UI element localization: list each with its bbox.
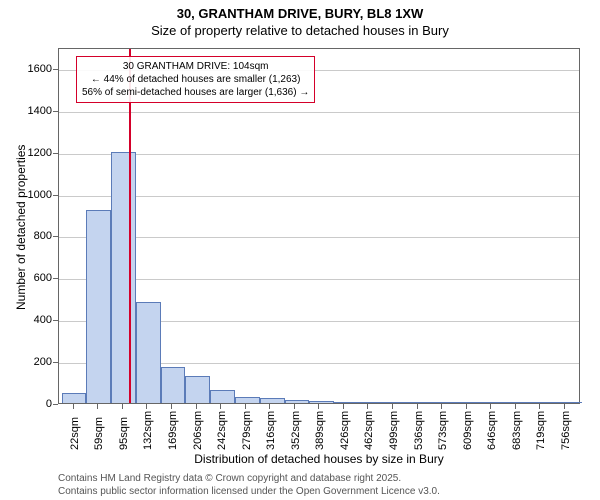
x-tick-mark: [196, 404, 197, 409]
y-tick-label: 200: [18, 356, 52, 368]
chart-title-line1: 30, GRANTHAM DRIVE, BURY, BL8 1XW: [0, 6, 600, 21]
y-tick-mark: [53, 153, 58, 154]
grid-line: [59, 279, 579, 280]
histogram-bar: [235, 397, 260, 403]
x-tick-mark: [318, 404, 319, 409]
chart-title-line2: Size of property relative to detached ho…: [0, 23, 600, 38]
histogram-bar: [62, 393, 87, 403]
y-tick-mark: [53, 362, 58, 363]
x-tick-mark: [515, 404, 516, 409]
x-tick-mark: [367, 404, 368, 409]
y-tick-label: 400: [18, 314, 52, 326]
annotation-line2: ← 44% of detached houses are smaller (1,…: [82, 73, 309, 86]
x-tick-label: 573sqm: [437, 411, 449, 450]
annotation-line3: 56% of semi-detached houses are larger (…: [82, 86, 309, 99]
x-tick-label: 22sqm: [69, 417, 81, 450]
x-tick-mark: [466, 404, 467, 409]
histogram-bar: [260, 398, 285, 403]
x-tick-mark: [564, 404, 565, 409]
y-tick-label: 1000: [18, 189, 52, 201]
y-tick-mark: [53, 278, 58, 279]
footer-attribution: Contains HM Land Registry data © Crown c…: [58, 472, 440, 498]
annotation-box: 30 GRANTHAM DRIVE: 104sqm← 44% of detach…: [76, 56, 315, 103]
x-tick-label: 719sqm: [535, 411, 547, 450]
histogram-bar: [136, 302, 161, 403]
histogram-bar: [408, 402, 433, 403]
x-tick-label: 646sqm: [486, 411, 498, 450]
histogram-bar: [433, 402, 458, 403]
y-tick-mark: [53, 195, 58, 196]
histogram-bar: [483, 402, 508, 403]
histogram-bar: [557, 402, 582, 403]
footer-line1: Contains HM Land Registry data © Crown c…: [58, 472, 440, 485]
x-tick-label: 352sqm: [290, 411, 302, 450]
histogram-bar: [111, 152, 136, 403]
x-tick-label: 536sqm: [413, 411, 425, 450]
histogram-bar: [86, 210, 111, 403]
y-tick-label: 800: [18, 230, 52, 242]
x-tick-mark: [269, 404, 270, 409]
x-tick-label: 95sqm: [118, 417, 130, 450]
x-tick-mark: [146, 404, 147, 409]
x-tick-label: 206sqm: [192, 411, 204, 450]
x-tick-label: 242sqm: [216, 411, 228, 450]
histogram-bar: [458, 402, 483, 403]
x-tick-mark: [245, 404, 246, 409]
histogram-bar: [359, 402, 384, 403]
x-tick-label: 132sqm: [142, 411, 154, 450]
x-tick-label: 279sqm: [241, 411, 253, 450]
histogram-bar: [161, 367, 186, 403]
x-tick-mark: [539, 404, 540, 409]
y-tick-label: 1600: [18, 63, 52, 75]
histogram-bar: [532, 402, 557, 403]
y-tick-mark: [53, 404, 58, 405]
x-tick-label: 316sqm: [265, 411, 277, 450]
y-tick-label: 600: [18, 272, 52, 284]
x-tick-mark: [122, 404, 123, 409]
x-tick-mark: [220, 404, 221, 409]
x-tick-mark: [97, 404, 98, 409]
x-tick-label: 462sqm: [363, 411, 375, 450]
grid-line: [59, 196, 579, 197]
chart-title-block: 30, GRANTHAM DRIVE, BURY, BL8 1XW Size o…: [0, 6, 600, 38]
x-tick-label: 499sqm: [388, 411, 400, 450]
x-tick-label: 609sqm: [462, 411, 474, 450]
y-tick-mark: [53, 69, 58, 70]
x-tick-mark: [441, 404, 442, 409]
x-tick-label: 59sqm: [93, 417, 105, 450]
x-tick-mark: [392, 404, 393, 409]
y-tick-label: 1400: [18, 105, 52, 117]
footer-line2: Contains public sector information licen…: [58, 485, 440, 498]
x-tick-label: 756sqm: [560, 411, 572, 450]
x-tick-mark: [343, 404, 344, 409]
x-tick-mark: [490, 404, 491, 409]
x-tick-mark: [171, 404, 172, 409]
x-tick-label: 389sqm: [314, 411, 326, 450]
histogram-bar: [309, 401, 334, 403]
histogram-bar: [185, 376, 210, 403]
grid-line: [59, 112, 579, 113]
histogram-bar: [210, 390, 235, 403]
y-tick-mark: [53, 320, 58, 321]
histogram-bar: [384, 402, 409, 403]
histogram-bar: [285, 400, 310, 403]
x-tick-mark: [294, 404, 295, 409]
histogram-bar: [507, 402, 532, 403]
grid-line: [59, 154, 579, 155]
grid-line: [59, 237, 579, 238]
annotation-line1: 30 GRANTHAM DRIVE: 104sqm: [82, 60, 309, 73]
histogram-bar: [334, 402, 359, 403]
x-tick-mark: [417, 404, 418, 409]
y-tick-mark: [53, 111, 58, 112]
x-axis-label: Distribution of detached houses by size …: [58, 452, 580, 466]
x-tick-label: 426sqm: [339, 411, 351, 450]
x-tick-mark: [73, 404, 74, 409]
y-axis-label: Number of detached properties: [14, 145, 28, 310]
y-tick-label: 1200: [18, 147, 52, 159]
y-tick-mark: [53, 236, 58, 237]
x-tick-label: 169sqm: [167, 411, 179, 450]
x-tick-label: 683sqm: [511, 411, 523, 450]
y-tick-label: 0: [18, 398, 52, 410]
